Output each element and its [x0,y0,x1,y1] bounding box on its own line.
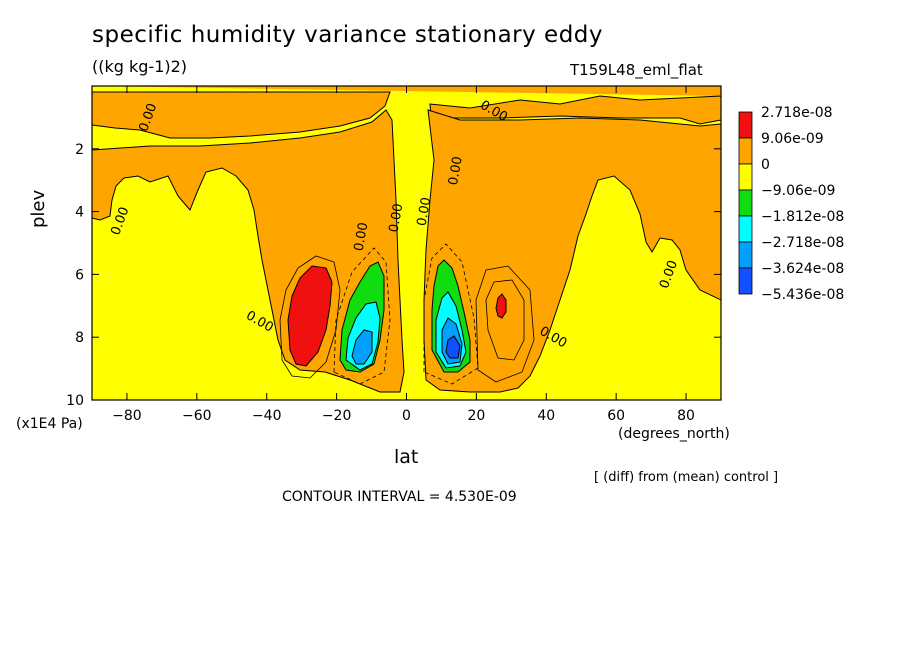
fill-lightblue-south [351,329,373,365]
x-tick-label: 0 [402,408,411,424]
x-axis-label: lat [394,446,419,468]
legend-swatch [738,137,753,165]
run-name: T159L48_eml_flat [570,61,703,79]
legend-swatch [738,215,753,243]
legend-swatch [738,267,753,295]
legend-label: −1.812e-08 [761,209,844,225]
legend-label: 0 [761,157,770,173]
y-axis: 2 4 6 8 10 [66,142,721,409]
contour-label: 0.00 [415,196,435,227]
x-tick-label: −20 [322,408,352,424]
x-tick-label: −80 [112,408,142,424]
contour-label: 0.00 [387,202,407,233]
x-axis-unit: (degrees_north) [618,426,730,442]
y-tick-label: 6 [75,267,84,283]
x-axis: −80 −60 −40 −20 0 20 40 60 80 [112,86,695,424]
y-tick-label: 4 [75,205,84,221]
x-tick-label: −40 [252,408,282,424]
legend-label: 9.06e-09 [761,131,824,147]
legend-label: −9.06e-09 [761,183,835,199]
legend-label: −5.436e-08 [761,287,844,303]
legend-swatch [738,189,753,217]
legend-swatch [738,241,753,269]
contour-labels: 0.000.000.000.000.00 0.000.000.000.000.00 [108,98,681,352]
fill-blue-north [445,335,461,359]
y-axis-unit: (x1E4 Pa) [16,416,83,432]
y-tick-label: 8 [75,330,84,346]
y-tick-label: 2 [75,142,84,158]
chart-title: specific humidity variance stationary ed… [92,22,604,48]
y-tick-label: 10 [66,393,84,409]
contour-lines [279,243,535,385]
contour-fills [92,86,721,400]
fill-orange-north [423,109,721,393]
x-tick-label: 60 [607,408,625,424]
legend-swatch [738,163,753,191]
diff-note: [ (diff) from (mean) control ] [594,470,779,485]
contour-label: 0.00 [352,221,372,252]
legend-label: −2.718e-08 [761,235,844,251]
x-tick-label: 80 [677,408,695,424]
fill-red-south [287,265,333,367]
color-legend: 2.718e-08 9.06e-09 0 −9.06e-09 −1.812e-08 −2.… [738,105,844,303]
chart-units: ((kg kg-1)2) [92,57,188,76]
legend-label: −3.624e-08 [761,261,844,277]
x-tick-label: −60 [182,408,212,424]
x-tick-label: 20 [467,408,485,424]
legend-label: 2.718e-08 [761,105,833,121]
legend-swatch [738,111,753,139]
x-tick-label: 40 [537,408,555,424]
fill-red-north [495,293,507,319]
contour-interval-note: CONTOUR INTERVAL = 4.530E-09 [282,489,517,505]
contour-label: 0.00 [446,155,466,186]
